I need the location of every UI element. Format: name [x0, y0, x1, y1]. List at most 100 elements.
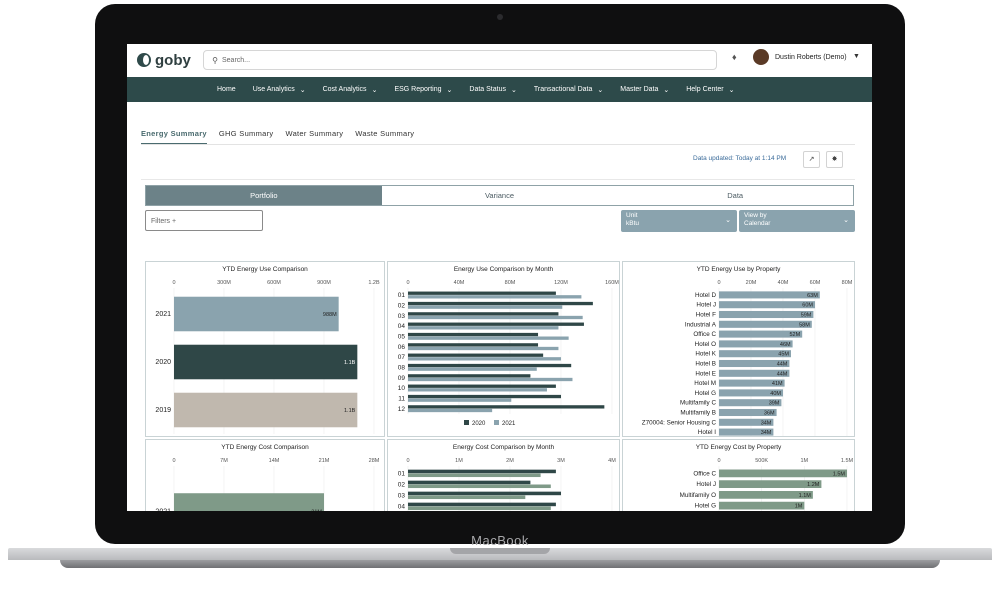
category-label: 08 [398, 365, 406, 372]
bar-2020 [408, 469, 556, 474]
bar [719, 418, 774, 426]
share-icon[interactable]: ↗ [803, 151, 820, 168]
data-label: 21M [311, 510, 322, 512]
view-segmented-control: Portfolio Variance Data [145, 185, 854, 206]
category-label: Multifamily B [680, 410, 716, 417]
bar-2020 [408, 312, 559, 316]
unit-dropdown[interactable]: Unit kBtu ⌄ [621, 210, 737, 232]
category-label: 07 [398, 354, 406, 361]
bar-2021 [408, 346, 559, 351]
bar-2020 [408, 322, 584, 326]
chevron-down-icon: ⌄ [597, 86, 604, 94]
bar [719, 320, 812, 328]
legend-swatch [494, 420, 499, 425]
bar [719, 408, 777, 417]
avatar[interactable] [753, 49, 769, 65]
nav-item-help-center[interactable]: Help Center ⌄ [686, 86, 734, 94]
tick-label: 0 [172, 458, 175, 464]
bell-icon[interactable]: ♦ [732, 52, 737, 62]
data-label: 63M [807, 293, 818, 299]
user-name[interactable]: Dustin Roberts (Demo) [775, 54, 847, 61]
data-label: 58M [799, 322, 810, 328]
segment-variance[interactable]: Variance [484, 191, 515, 200]
chevron-down-icon: ⌄ [663, 86, 670, 94]
nav-item-label: Use Analytics [252, 86, 295, 93]
view-by-dropdown[interactable]: View by Calendar ⌄ [739, 210, 855, 232]
chevron-down-icon: ⌄ [843, 217, 849, 224]
data-label: 1.1M [799, 493, 812, 499]
category-label: 11 [398, 396, 405, 403]
data-label: 45M [778, 352, 789, 358]
energy-cost-by-property-chart: YTD Energy Cost by Property 0 500K 1M 1.5M Of… [622, 439, 855, 511]
nav-item-esg-reporting[interactable]: ESG Reporting ⌄ [394, 86, 452, 94]
tick-label: 14M [269, 458, 280, 464]
bar [719, 359, 790, 368]
tick-label: 20M [746, 280, 757, 286]
nav-item-label: Cost Analytics [322, 86, 367, 93]
unit-dropdown-label: Unit [626, 212, 638, 219]
nav-item-data-status[interactable]: Data Status ⌄ [469, 86, 516, 94]
view-dropdown-value: Calendar [744, 220, 771, 227]
logo-mark-icon [137, 53, 151, 67]
tick-label: 1M [801, 458, 809, 464]
bar [719, 389, 783, 397]
bar-2021 [408, 473, 541, 478]
filters-button[interactable]: Filters + [145, 210, 263, 231]
bar-2021 [408, 398, 512, 402]
tab-ghg-summary[interactable]: GHG Summary [218, 129, 274, 138]
bar-2020 [408, 480, 531, 485]
tab-waste-summary[interactable]: Waste Summary [355, 129, 415, 138]
category-label: Hotel J [696, 481, 716, 488]
nav-item-transactional-data[interactable]: Transactional Data ⌄ [534, 86, 603, 94]
nav-item-master-data[interactable]: Master Data ⌄ [620, 86, 669, 94]
chart-title: YTD Energy Use Comparison [222, 266, 308, 273]
bar-2021 [408, 495, 526, 500]
tick-label: 7M [220, 458, 228, 464]
ytd-energy-cost-comparison-chart: YTD Energy Cost Comparison 0 7M 14M 21M 28M 20… [145, 439, 385, 511]
main-nav: Home Use Analytics ⌄ Cost Analytics ⌄ ESG Rep… [127, 77, 872, 102]
tick-label: 1.5M [841, 458, 854, 464]
bar [719, 301, 815, 309]
chart-svg: 0 300M 600M 900M 1.2B 2021 988M 2020 1.1B 2019 1.1… [155, 280, 380, 434]
tick-label: 1M [455, 458, 463, 464]
data-label: 44M [777, 371, 788, 377]
tick-label: 0 [406, 280, 409, 286]
tick-label: 0 [717, 458, 720, 464]
nav-item-use-analytics[interactable]: Use Analytics ⌄ [253, 86, 306, 94]
bar-2021 [408, 295, 582, 299]
legend-label: 2021 [502, 421, 516, 427]
search-input[interactable]: ⚲ Search... [203, 50, 717, 70]
tick-label: 0 [172, 280, 175, 286]
segment-data[interactable]: Data [727, 191, 744, 200]
logo[interactable]: goby [137, 51, 191, 69]
unit-dropdown-value: kBtu [626, 220, 640, 227]
bar-2021 [408, 357, 561, 361]
tick-label: 2M [506, 458, 514, 464]
category-label: Hotel M [694, 380, 716, 387]
category-label: 06 [398, 344, 406, 351]
search-placeholder: Search... [222, 56, 251, 64]
device-label: MacBook [471, 533, 529, 548]
bar-2020 [408, 384, 556, 388]
bar [174, 392, 358, 428]
category-label: 2021 [155, 311, 171, 318]
data-label: 34M [761, 430, 772, 436]
tab-energy-summary[interactable]: Energy Summary [141, 129, 207, 145]
chart-svg: 01M2M3M4M0102030405 [398, 458, 616, 511]
nav-item-home[interactable]: Home [217, 86, 236, 93]
divider [141, 179, 855, 180]
segment-portfolio[interactable]: Portfolio [146, 186, 382, 205]
category-label: 01 [398, 292, 406, 299]
bar [719, 469, 847, 478]
bar-2020 [408, 394, 561, 399]
chevron-down-icon[interactable]: ▼ [853, 53, 860, 60]
category-label: 04 [398, 323, 406, 330]
nav-item-cost-analytics[interactable]: Cost Analytics ⌄ [323, 86, 378, 94]
settings-icon[interactable]: ✸ [826, 151, 843, 168]
data-label: 988M [323, 312, 337, 318]
data-label: 1.2M [807, 482, 820, 488]
energy-use-by-property-chart: YTD Energy Use by Property 0 20M 40M 60M 80M H… [622, 261, 855, 437]
bar [719, 310, 814, 319]
bar-2020 [408, 353, 544, 357]
tab-water-summary[interactable]: Water Summary [285, 129, 344, 138]
